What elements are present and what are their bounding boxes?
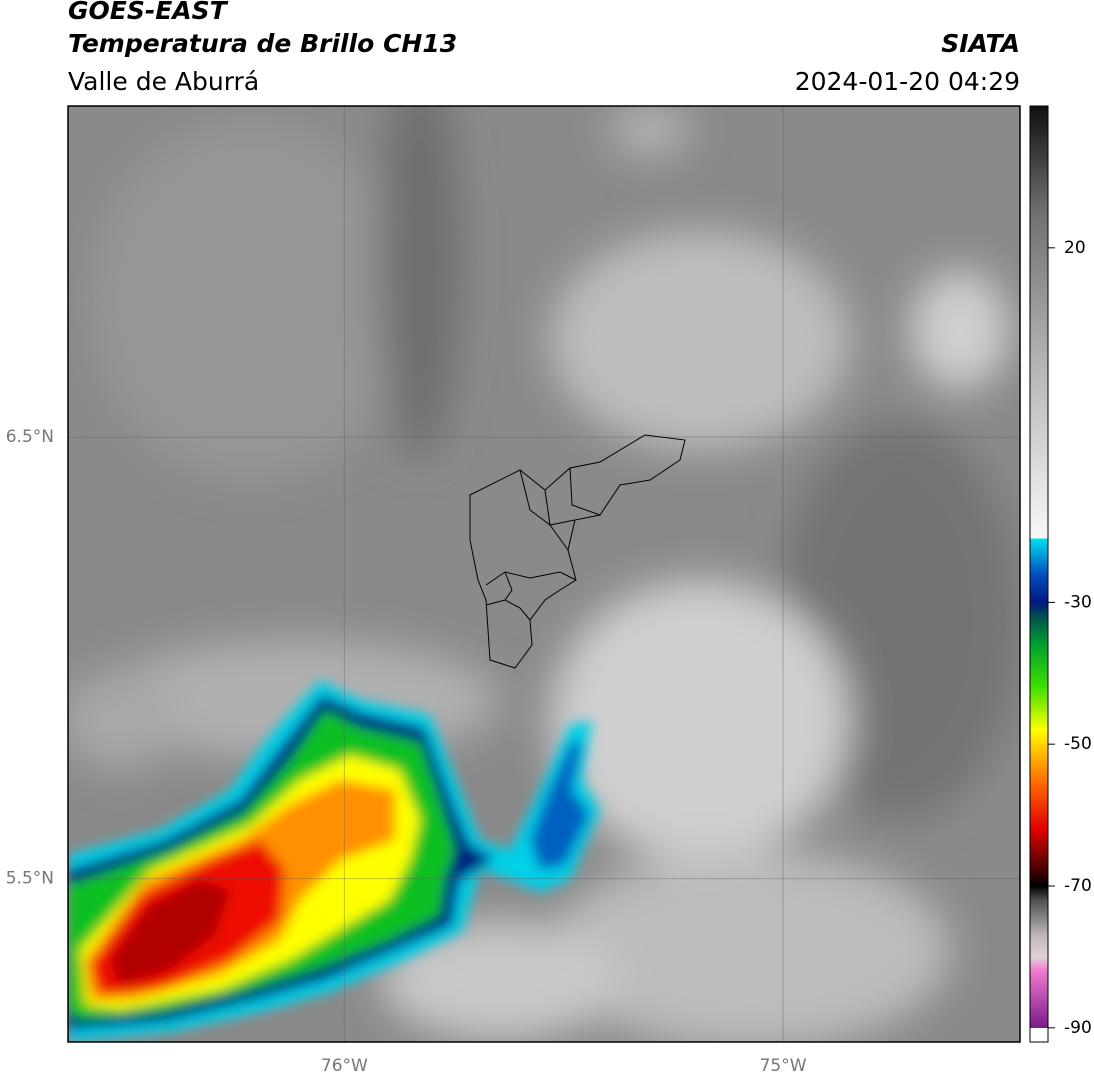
colorbar-tick-label: -50	[1064, 734, 1092, 754]
region: Valle de Aburrá	[68, 67, 259, 96]
colorbar-tick-label: -70	[1064, 876, 1092, 896]
title: GOES-EAST	[68, 0, 229, 25]
lat-tick-label: 6.5°N	[6, 427, 54, 447]
datetime: 2024-01-20 04:29	[795, 67, 1020, 96]
colorbar-tick-label: -30	[1064, 592, 1092, 612]
colorbar	[1029, 105, 1049, 1043]
subtitle: Temperatura de Brillo CH13	[68, 29, 457, 58]
municipality-outlines	[469, 434, 686, 669]
colorbar-tick-label: 20	[1064, 238, 1086, 258]
map-frame	[67, 105, 1021, 1043]
source: SIATA	[941, 29, 1020, 58]
colorbar-tick-label: -90	[1064, 1018, 1092, 1038]
lon-tick-label: 75°W	[760, 1056, 807, 1076]
satellite-image	[68, 106, 1020, 1042]
lat-tick-label: 5.5°N	[6, 869, 54, 889]
lon-tick-label: 76°W	[321, 1056, 368, 1076]
